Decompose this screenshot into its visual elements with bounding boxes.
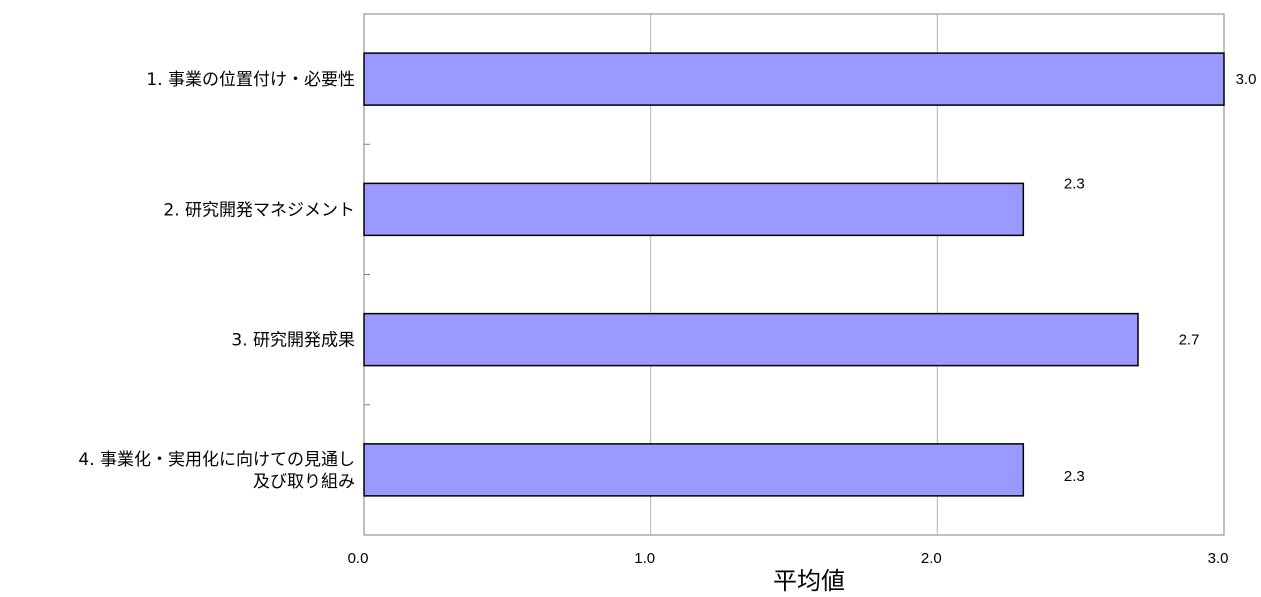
value-label: 2.7 — [1179, 332, 1200, 349]
x-axis-title: 平均値 — [773, 567, 845, 595]
x-tick-label: 1.0 — [634, 550, 655, 567]
category-labels: 1. 事業の位置付け・必要性 2. 研究開発マネジメント 3. 研究開発成果 4. 事… — [78, 70, 355, 492]
bar — [363, 312, 1139, 367]
bar — [363, 443, 1025, 497]
value-label: 2.3 — [1064, 468, 1085, 485]
x-tick-labels: 0.0 1.0 2.0 3.0 — [348, 550, 1229, 567]
bars — [363, 52, 1225, 497]
bar — [363, 182, 1025, 237]
bar — [363, 52, 1225, 106]
category-label: 4. 事業化・実用化に向けての見通し — [78, 450, 355, 470]
x-tick-label: 3.0 — [1208, 550, 1229, 567]
value-label: 2.3 — [1064, 175, 1085, 192]
value-label: 3.0 — [1236, 71, 1257, 88]
x-tick-label: 0.0 — [348, 550, 369, 567]
plot-area-frame — [363, 13, 1225, 536]
x-tick-label: 2.0 — [921, 550, 942, 567]
category-label: 3. 研究開発成果 — [231, 331, 355, 351]
category-label: 1. 事業の位置付け・必要性 — [146, 70, 355, 90]
category-label: 2. 研究開発マネジメント — [163, 200, 355, 220]
value-labels: 3.0 2.3 2.7 2.3 — [1064, 71, 1257, 485]
category-label: 及び取り組み — [253, 472, 355, 492]
